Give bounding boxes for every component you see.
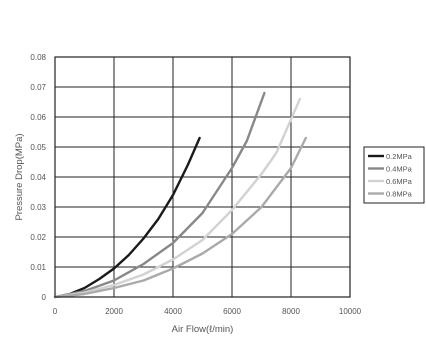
series-line-0.6MPa (53, 97, 302, 299)
legend-label-0.4MPa: 0.4MPa (386, 165, 413, 174)
y-tick-label: 0.04 (30, 173, 46, 182)
y-tick-label: 0.01 (30, 263, 46, 272)
plot-frame (54, 56, 351, 298)
series-line-0.8MPa (53, 136, 307, 299)
legend-label-0.2MPa: 0.2MPa (386, 152, 413, 161)
x-tick-label: 4000 (164, 307, 182, 316)
series-layer (53, 91, 307, 299)
series-line-0.4MPa (53, 91, 266, 299)
y-tick-label: 0.03 (30, 203, 46, 212)
y-tick-label: 0.07 (30, 83, 46, 92)
x-axis-title: Air Flow(ℓ/min) (172, 324, 234, 335)
legend: 0.2MPa 0.4MPa 0.6MPa 0.8MPa (363, 146, 425, 204)
x-tick-label: 0 (53, 307, 58, 316)
y-tick-label: 0.08 (30, 53, 46, 62)
x-tick-label: 10000 (339, 307, 362, 316)
legend-label-0.8MPa: 0.8MPa (386, 190, 413, 199)
legend-label-0.6MPa: 0.6MPa (386, 177, 413, 186)
tick-label-layer: 0 2000 4000 6000 8000 10000 0 0.01 0.02 0.03 0.04 0… (30, 53, 361, 316)
y-tick-label: 0.05 (30, 143, 46, 152)
y-tick-label: 0.02 (30, 233, 46, 242)
x-tick-label: 8000 (282, 307, 300, 316)
y-tick-label: 0.06 (30, 113, 46, 122)
y-axis-title: Pressure Drop(MPa) (14, 133, 25, 220)
series-line-0.2MPa (53, 136, 201, 299)
x-tick-label: 2000 (105, 307, 123, 316)
grid-layer (55, 57, 350, 297)
x-tick-label: 6000 (223, 307, 241, 316)
y-tick-label: 0 (42, 293, 47, 302)
